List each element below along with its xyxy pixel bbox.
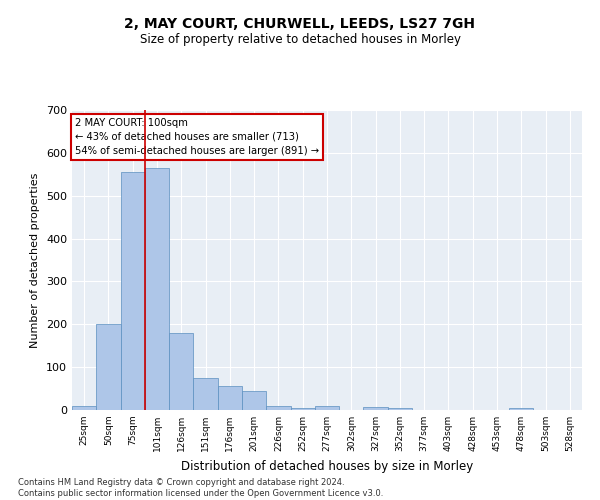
Bar <box>193 378 218 410</box>
Text: Size of property relative to detached houses in Morley: Size of property relative to detached ho… <box>139 32 461 46</box>
Text: 2 MAY COURT: 100sqm
← 43% of detached houses are smaller (713)
54% of semi-detac: 2 MAY COURT: 100sqm ← 43% of detached ho… <box>74 118 319 156</box>
Text: Contains HM Land Registry data © Crown copyright and database right 2024.
Contai: Contains HM Land Registry data © Crown c… <box>18 478 383 498</box>
Bar <box>96 324 121 410</box>
Bar <box>218 386 242 410</box>
Y-axis label: Number of detached properties: Number of detached properties <box>31 172 40 348</box>
Bar <box>242 390 266 410</box>
Bar <box>315 406 339 410</box>
Bar <box>364 406 388 410</box>
Bar <box>266 406 290 410</box>
Bar <box>509 408 533 410</box>
Bar <box>169 333 193 410</box>
Text: 2, MAY COURT, CHURWELL, LEEDS, LS27 7GH: 2, MAY COURT, CHURWELL, LEEDS, LS27 7GH <box>125 18 476 32</box>
Bar <box>121 172 145 410</box>
Bar <box>388 408 412 410</box>
Bar <box>290 408 315 410</box>
Bar <box>72 406 96 410</box>
X-axis label: Distribution of detached houses by size in Morley: Distribution of detached houses by size … <box>181 460 473 472</box>
Bar <box>145 168 169 410</box>
